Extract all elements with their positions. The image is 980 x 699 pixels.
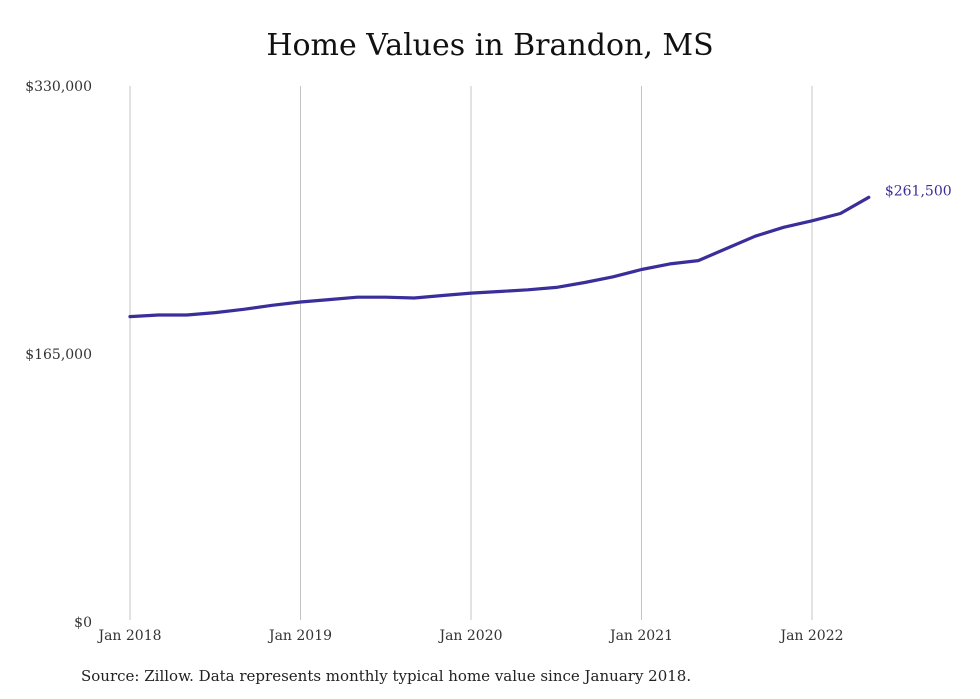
series-line — [128, 195, 871, 319]
y-tick-label: $0 — [74, 615, 92, 631]
end-label-layer: $261,500 — [885, 183, 952, 199]
data-point — [470, 292, 472, 294]
data-point — [782, 226, 785, 229]
data-point — [725, 247, 728, 250]
data-point — [839, 212, 842, 215]
data-point — [640, 268, 643, 271]
data-point — [612, 276, 614, 278]
data-point — [384, 296, 387, 298]
data-point — [299, 301, 302, 303]
y-tick-label: $165,000 — [25, 347, 92, 363]
grid-lines — [129, 86, 813, 620]
data-point — [157, 314, 160, 316]
data-point — [214, 311, 217, 314]
data-point — [527, 289, 529, 291]
data-point — [129, 315, 131, 318]
data-point — [811, 220, 813, 222]
y-tick-label: $330,000 — [25, 79, 92, 95]
x-tick-label: Jan 2021 — [608, 628, 673, 644]
data-point — [555, 286, 558, 289]
data-point — [328, 298, 330, 301]
data-point — [498, 290, 501, 293]
data-point — [271, 304, 273, 307]
x-tick-label: Jan 2018 — [96, 628, 161, 644]
x-axis-ticks: Jan 2018 Jan 2019 Jan 2020 Jan 2021 Jan 2022 — [96, 628, 843, 644]
data-point — [413, 297, 415, 299]
end-value-label: $261,500 — [885, 183, 952, 199]
data-point — [868, 196, 870, 199]
x-tick-label: Jan 2022 — [778, 628, 843, 644]
x-tick-label: Jan 2019 — [267, 628, 332, 644]
y-axis-ticks: $0 $165,000 $330,000 — [25, 79, 92, 631]
x-tick-label: Jan 2020 — [437, 628, 502, 644]
source-note: Source: Zillow. Data represents monthly … — [81, 667, 692, 685]
data-point — [186, 314, 188, 316]
data-point — [441, 294, 444, 297]
data-point — [583, 281, 586, 284]
data-point — [356, 296, 359, 298]
data-point — [242, 308, 245, 311]
chart-title: Home Values in Brandon, MS — [266, 28, 714, 63]
data-point — [669, 263, 671, 265]
data-point — [697, 259, 700, 262]
series-layer — [128, 195, 871, 319]
data-point — [754, 235, 756, 238]
